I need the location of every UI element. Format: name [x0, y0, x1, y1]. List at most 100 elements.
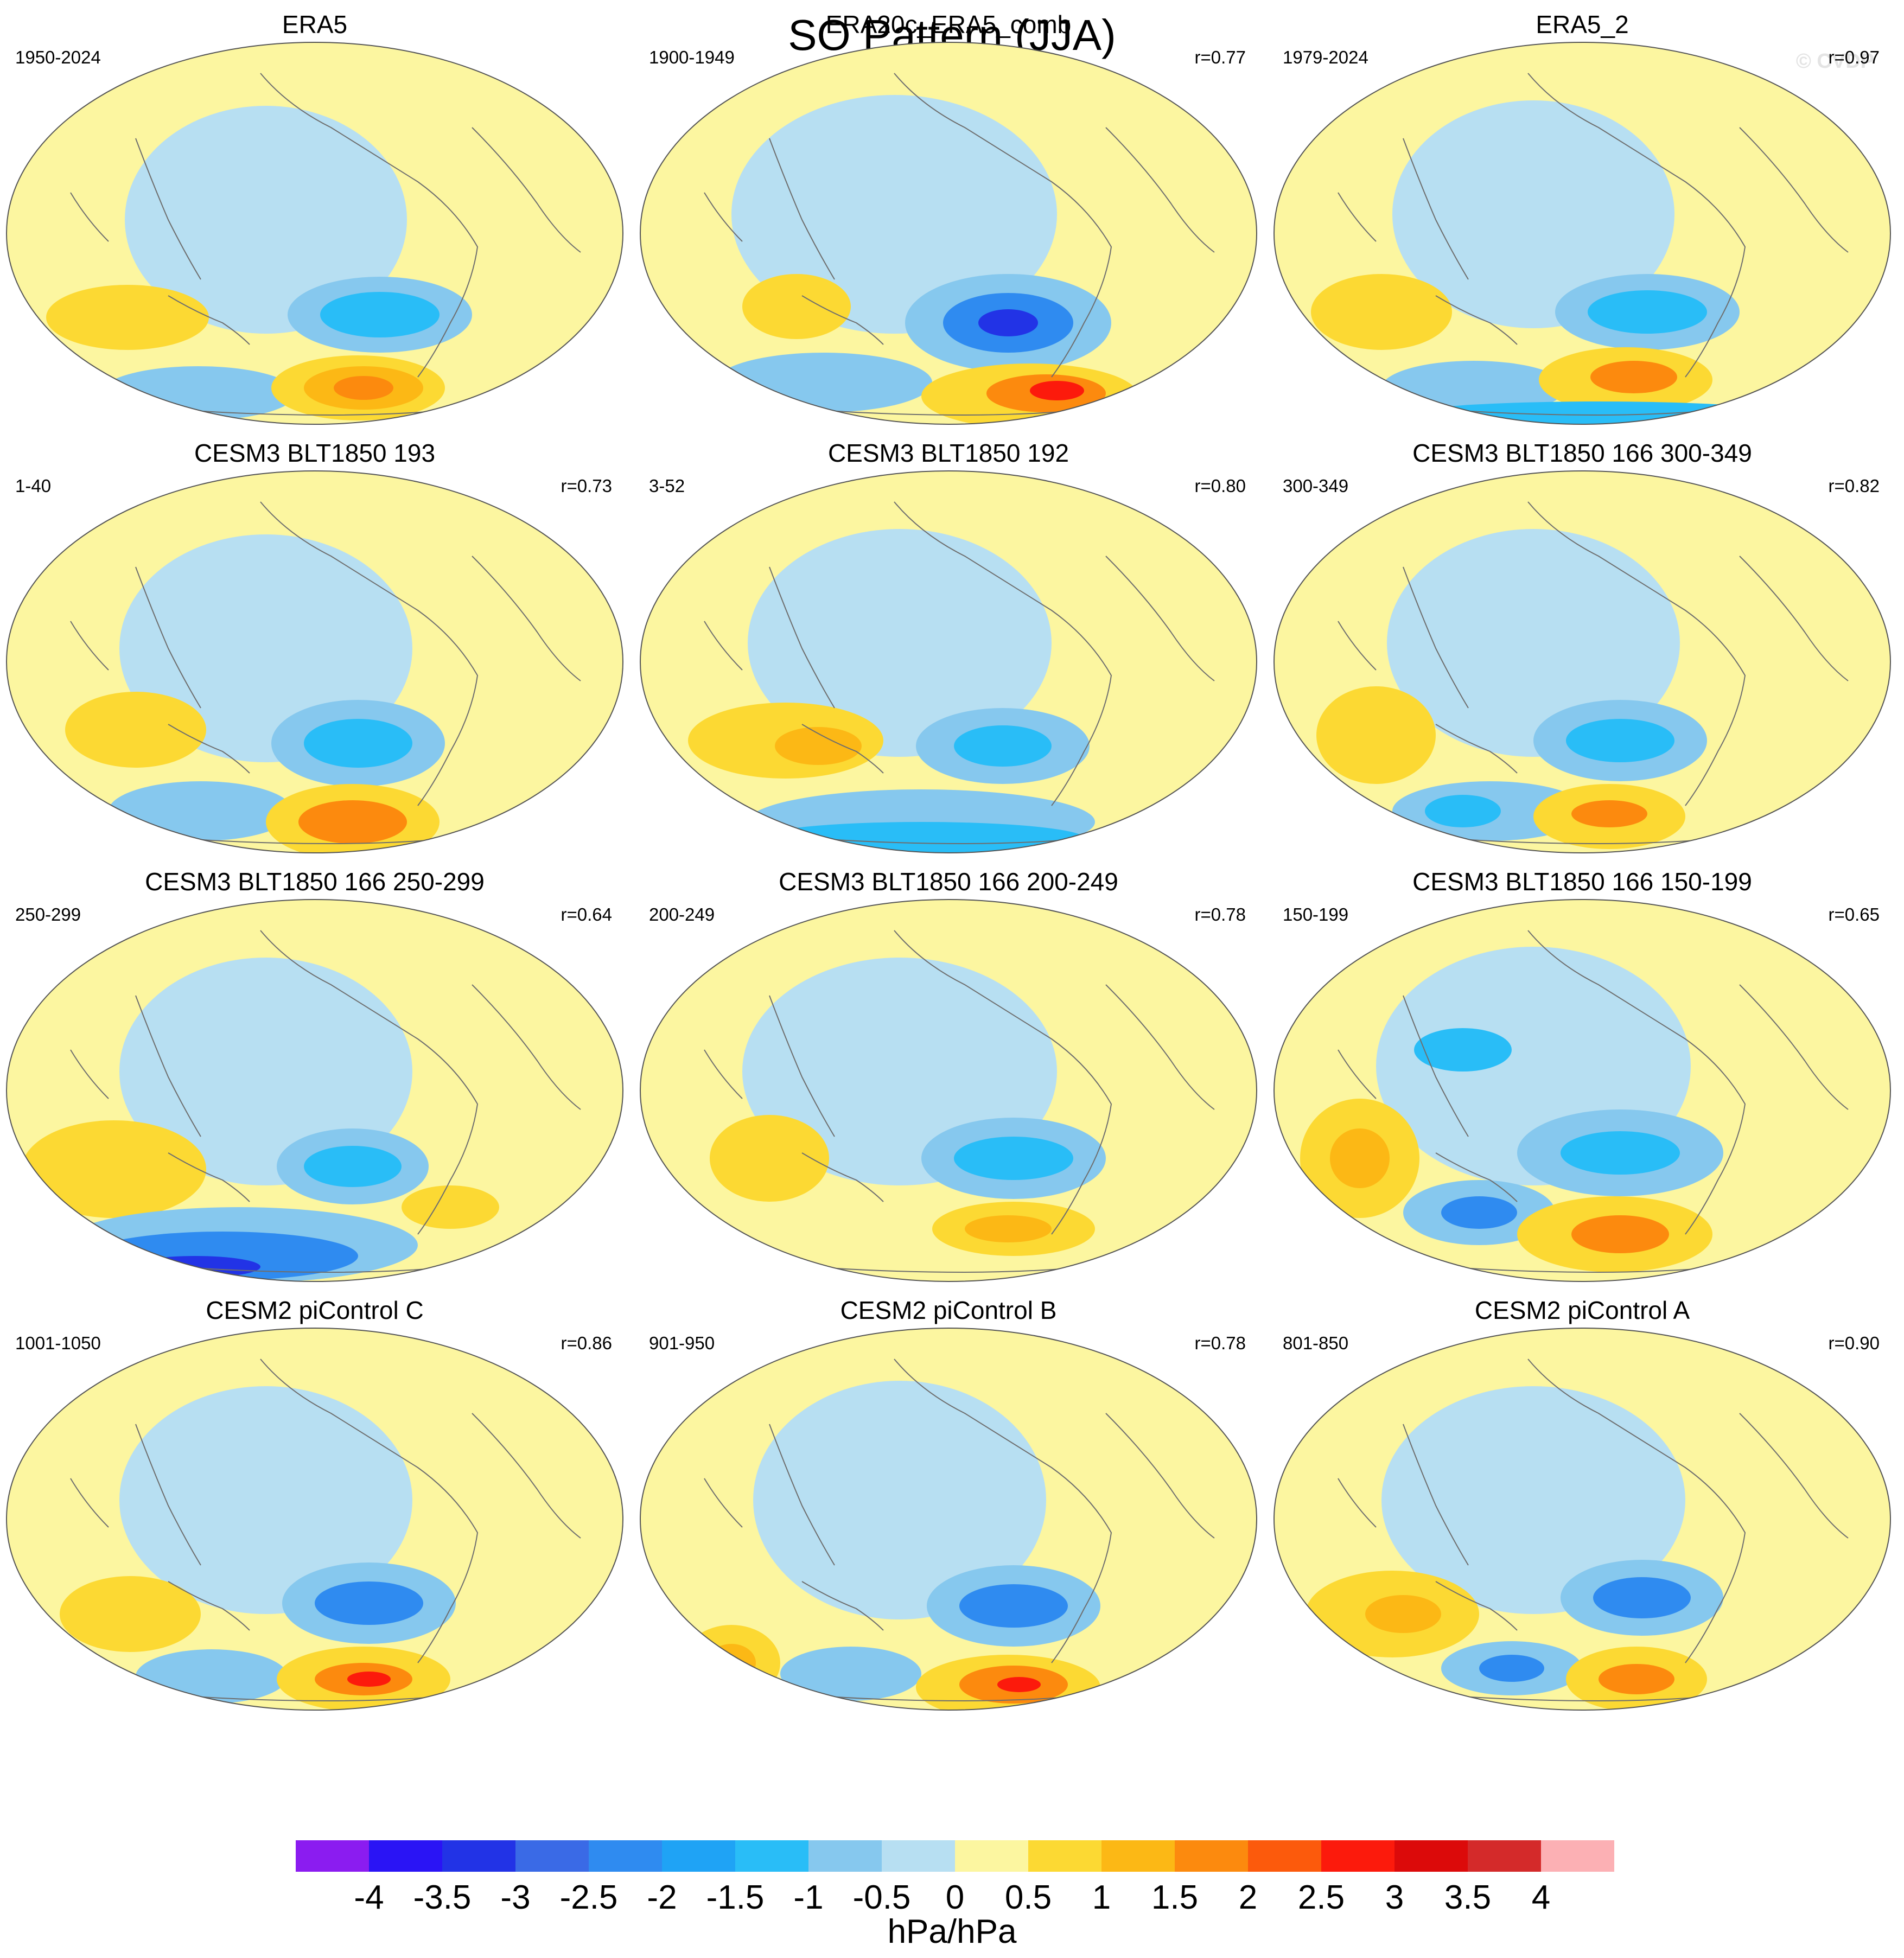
coastline — [894, 501, 1112, 806]
contour-region — [1030, 381, 1084, 400]
map-outline — [1273, 1328, 1891, 1711]
coastline — [1403, 995, 1469, 1137]
map-outline — [640, 42, 1257, 425]
panel-correlation: r=0.90 — [1828, 1333, 1880, 1353]
coastline — [704, 1478, 743, 1528]
contour-region — [1330, 1128, 1390, 1188]
contour-region — [1561, 1131, 1680, 1175]
contour-region — [119, 1386, 412, 1614]
coastline — [1527, 1359, 1746, 1663]
colorbar-swatch — [955, 1840, 1028, 1872]
coastline — [769, 995, 835, 1137]
coastline — [1435, 1152, 1518, 1202]
coastline — [894, 1359, 1112, 1663]
coastline — [1105, 556, 1215, 681]
coastline — [70, 1478, 109, 1528]
panel-period: 1001-1050 — [15, 1333, 101, 1353]
coastline — [801, 1581, 884, 1631]
panel-map — [1273, 899, 1891, 1282]
map-outline — [1273, 42, 1891, 425]
panel-title: CESM3 BLT1850 193 — [194, 439, 436, 467]
panel-correlation: r=0.97 — [1828, 47, 1880, 67]
colorbar-swatch — [882, 1840, 955, 1872]
contour-region — [954, 1137, 1073, 1180]
colorbar-tick-label: 4 — [1531, 1879, 1551, 1916]
panel-correlation: r=0.78 — [1194, 1333, 1246, 1353]
coastline — [1739, 984, 1849, 1110]
coastline — [472, 127, 581, 253]
contour-region — [1441, 1196, 1517, 1229]
contour-region — [742, 274, 851, 339]
contour-region — [1599, 1664, 1674, 1694]
coastline — [168, 1581, 250, 1631]
map-outline — [6, 1328, 623, 1711]
map-panel: CESM3 BLT1850 166 150-199 150-199 r=0.65 — [1273, 865, 1892, 1282]
panel-title: CESM2 piControl B — [840, 1296, 1057, 1324]
panel-map — [6, 42, 623, 425]
map-panel: CESM3 BLT1850 166 300-349 300-349 r=0.82 — [1273, 437, 1892, 853]
coastline — [894, 73, 1112, 378]
coastline — [769, 566, 835, 709]
coastline — [1105, 984, 1215, 1110]
panel-period: 1950-2024 — [15, 47, 101, 67]
contour-region — [1566, 719, 1674, 762]
contour-region — [22, 1120, 206, 1218]
panel-title: CESM3 BLT1850 166 250-299 — [145, 868, 485, 896]
coastline — [260, 73, 479, 378]
colorbar-tick-label: 2 — [1238, 1879, 1258, 1916]
watermark: © CVDP — [1795, 50, 1874, 73]
coastline — [135, 1424, 201, 1566]
coastline — [1435, 724, 1518, 774]
panel-map — [6, 899, 623, 1282]
map-outline — [640, 1328, 1257, 1711]
coastline — [472, 984, 581, 1110]
map-outline — [640, 899, 1257, 1282]
contour-region — [959, 1584, 1068, 1628]
colorbar-swatch — [1028, 1840, 1101, 1872]
panel-correlation: r=0.80 — [1194, 476, 1246, 496]
coastline — [1403, 566, 1469, 709]
colorbar-swatch — [515, 1840, 589, 1872]
coastline — [1338, 1049, 1377, 1099]
colorbar-swatch — [1541, 1840, 1614, 1872]
map-panel: ERA20c_ERA5_comb 1900-1949 r=0.77 — [639, 8, 1258, 425]
contour-region — [125, 106, 407, 334]
colorbar-swatch — [369, 1840, 442, 1872]
coastline — [1338, 192, 1377, 242]
contour-region — [1425, 795, 1501, 827]
coastline — [135, 138, 201, 280]
panel-map — [1273, 470, 1891, 853]
coastline — [801, 295, 884, 345]
coastline — [472, 1413, 581, 1539]
panel-correlation: r=0.73 — [561, 476, 613, 496]
panel-correlation: r=0.86 — [561, 1333, 613, 1353]
contour-region — [1571, 1215, 1669, 1253]
panel-map — [640, 1328, 1257, 1711]
colorbar-swatch — [1468, 1840, 1541, 1872]
map-outline — [6, 470, 623, 853]
map-panel: CESM3 BLT1850 193 1-40 r=0.73 — [5, 437, 624, 853]
colorbar-tick-label: -1.5 — [706, 1879, 765, 1916]
contour-region — [715, 353, 932, 412]
contour-region — [320, 292, 440, 337]
coastline — [70, 621, 109, 671]
contour-region — [1588, 290, 1707, 334]
contour-region — [60, 1576, 201, 1652]
map-panel: CESM3 BLT1850 166 200-249 200-249 r=0.78 — [639, 865, 1258, 1282]
colorbar-swatch — [1175, 1840, 1248, 1872]
panel-period: 300-349 — [1283, 476, 1349, 496]
coastline — [168, 1152, 250, 1202]
coastline — [1435, 295, 1518, 345]
map-panel: ERA5_2 1979-2024 r=0.97 — [1273, 8, 1892, 425]
contour-region — [965, 1215, 1052, 1242]
contour-region — [304, 719, 412, 768]
panel-map — [640, 470, 1257, 853]
contour-region — [759, 822, 1084, 853]
contour-region — [1414, 1028, 1512, 1072]
coastline — [1527, 501, 1746, 806]
coastline — [1527, 930, 1746, 1235]
contour-region — [731, 95, 1057, 334]
colorbar-tick-label: 1 — [1092, 1879, 1111, 1916]
coastline — [70, 1049, 109, 1099]
panel-map — [1273, 1328, 1891, 1711]
